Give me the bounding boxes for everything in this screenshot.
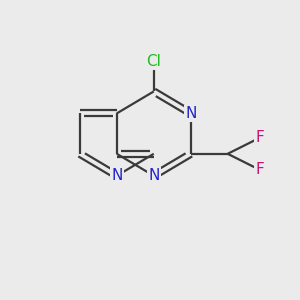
Text: Cl: Cl xyxy=(146,54,161,69)
Text: F: F xyxy=(256,130,264,145)
Text: F: F xyxy=(256,163,264,178)
Text: N: N xyxy=(148,168,159,183)
Text: N: N xyxy=(111,168,122,183)
Text: N: N xyxy=(185,106,196,121)
